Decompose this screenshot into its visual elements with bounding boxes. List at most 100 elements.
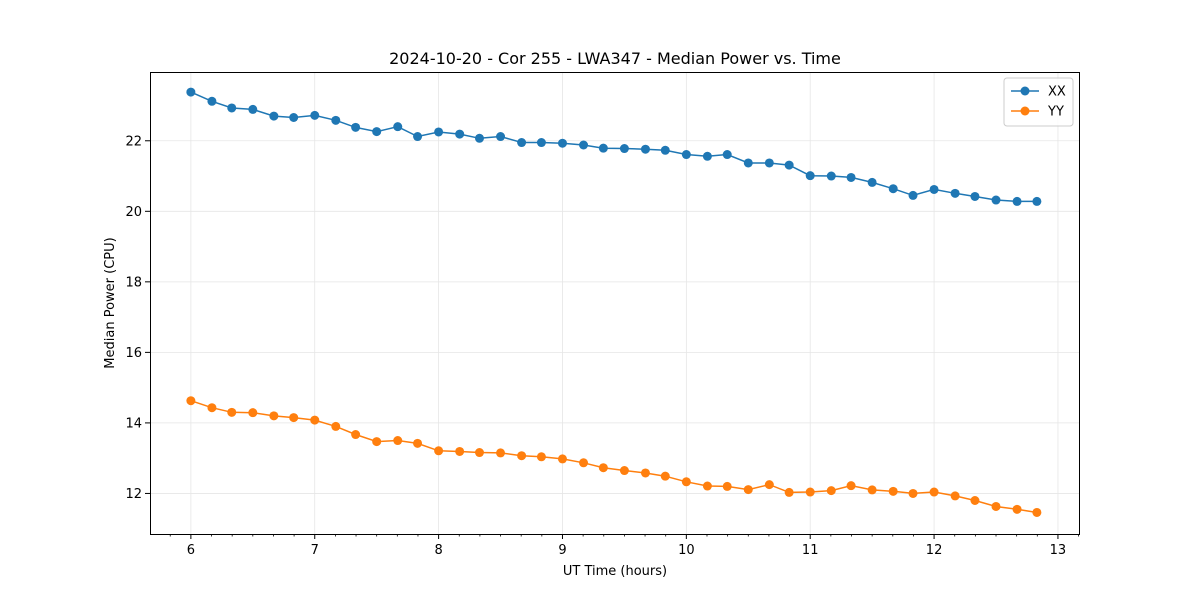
series-xx-point: [1012, 196, 1022, 206]
series-xx-point: [598, 143, 608, 153]
series-xx-point: [393, 122, 403, 132]
legend-xx-marker: [1020, 86, 1030, 96]
series-xx-point: [351, 122, 361, 132]
x-tick-label: 11: [802, 543, 819, 558]
plot-area-frame: [150, 72, 1080, 535]
series-yy-point: [764, 480, 774, 490]
series-xx-point: [640, 144, 650, 154]
series-yy-point: [269, 411, 279, 421]
series-yy-point: [393, 436, 403, 446]
series-xx-point: [743, 158, 753, 168]
series-yy-point: [702, 481, 712, 491]
series-yy-point: [372, 437, 382, 447]
series-xx-point: [579, 140, 589, 150]
series-xx-point: [557, 138, 567, 148]
series-yy-point: [248, 408, 258, 418]
series-yy-point: [434, 446, 444, 456]
series-xx-point: [681, 150, 691, 160]
series-yy-point: [991, 501, 1001, 511]
series-xx-point: [702, 151, 712, 161]
x-tick-label: 9: [558, 543, 566, 558]
series-xx-point: [310, 110, 320, 120]
series-yy-point: [207, 403, 217, 413]
series-yy-point: [557, 454, 567, 464]
y-tick-label: 16: [125, 346, 142, 361]
series-xx-point: [970, 191, 980, 201]
series-yy-point: [950, 491, 960, 501]
x-tick-label: 8: [434, 543, 442, 558]
series-xx-point: [619, 144, 629, 154]
series-xx-point: [764, 158, 774, 168]
series-xx-point: [372, 127, 382, 137]
series-yy-point: [186, 396, 196, 406]
grid: [150, 72, 1079, 534]
x-tick-label: 6: [187, 543, 195, 558]
x-tick-label: 12: [926, 543, 943, 558]
y-tick-label: 14: [125, 416, 142, 431]
series-xx-point: [784, 160, 794, 170]
series-xx-point: [413, 132, 423, 142]
series-xx-point: [536, 138, 546, 148]
series-yy-point: [517, 451, 527, 461]
series-layer: [186, 87, 1042, 517]
series-yy-point: [351, 430, 361, 440]
series-xx-point: [331, 115, 341, 125]
series-yy-point: [660, 471, 670, 481]
series-yy-point: [579, 458, 589, 468]
series-yy-point: [784, 487, 794, 497]
series-yy-point: [888, 486, 898, 496]
series-xx-point: [474, 133, 484, 143]
series-yy-point: [474, 448, 484, 458]
x-axis-label: UT Time (hours): [563, 564, 667, 579]
series-xx-point: [1032, 196, 1042, 206]
series-yy-point: [1032, 507, 1042, 517]
series-xx-point: [517, 138, 527, 148]
series-yy-point: [640, 468, 650, 478]
x-tick-label: 10: [678, 543, 695, 558]
series-xx-point: [660, 145, 670, 155]
legend-xx-label: XX: [1048, 85, 1066, 100]
series-xx-point: [455, 129, 465, 139]
x-tick-label: 7: [311, 543, 319, 558]
series-xx-point: [908, 190, 918, 200]
series-xx-point: [826, 171, 836, 181]
series-xx-point: [888, 184, 898, 194]
series-xx-point: [846, 172, 856, 182]
series-yy-point: [805, 487, 815, 497]
legend: XX YY: [1003, 77, 1074, 127]
series-yy-point: [413, 438, 423, 448]
series-yy-point: [619, 466, 629, 476]
axis-ticks: 6 7 8 9 10 11 12 13 12 14 16 18 20 22: [125, 134, 1079, 558]
series-xx-point: [805, 171, 815, 181]
series-yy-point: [681, 477, 691, 487]
series-xx-point: [227, 103, 237, 113]
legend-yy-marker: [1020, 106, 1030, 116]
x-tick-label: 13: [1050, 543, 1067, 558]
y-tick-label: 20: [125, 205, 142, 220]
series-xx-point: [269, 111, 279, 121]
series-yy-point: [929, 487, 939, 497]
series-yy-point: [867, 485, 877, 495]
series-yy-point: [970, 495, 980, 505]
series-yy-point: [743, 485, 753, 495]
series-xx-point: [207, 96, 217, 106]
series-xx-point: [991, 195, 1001, 205]
y-tick-label: 12: [125, 487, 142, 502]
series-xx-point: [248, 104, 258, 114]
y-axis-label: Median Power (CPU): [103, 237, 118, 368]
series-yy-point: [227, 407, 237, 417]
series-yy-point: [496, 448, 506, 458]
legend-yy-label: YY: [1047, 105, 1064, 120]
series-xx-point: [186, 87, 196, 97]
chart-title: 2024-10-20 - Cor 255 - LWA347 - Median P…: [389, 49, 841, 68]
series-xx-point: [950, 188, 960, 198]
series-yy-point: [536, 452, 546, 462]
series-yy-point: [331, 421, 341, 431]
series-yy-point: [1012, 504, 1022, 514]
series-yy-point: [908, 488, 918, 498]
y-tick-label: 18: [125, 275, 142, 290]
series-xx-point: [289, 112, 299, 122]
series-xx-point: [867, 177, 877, 187]
